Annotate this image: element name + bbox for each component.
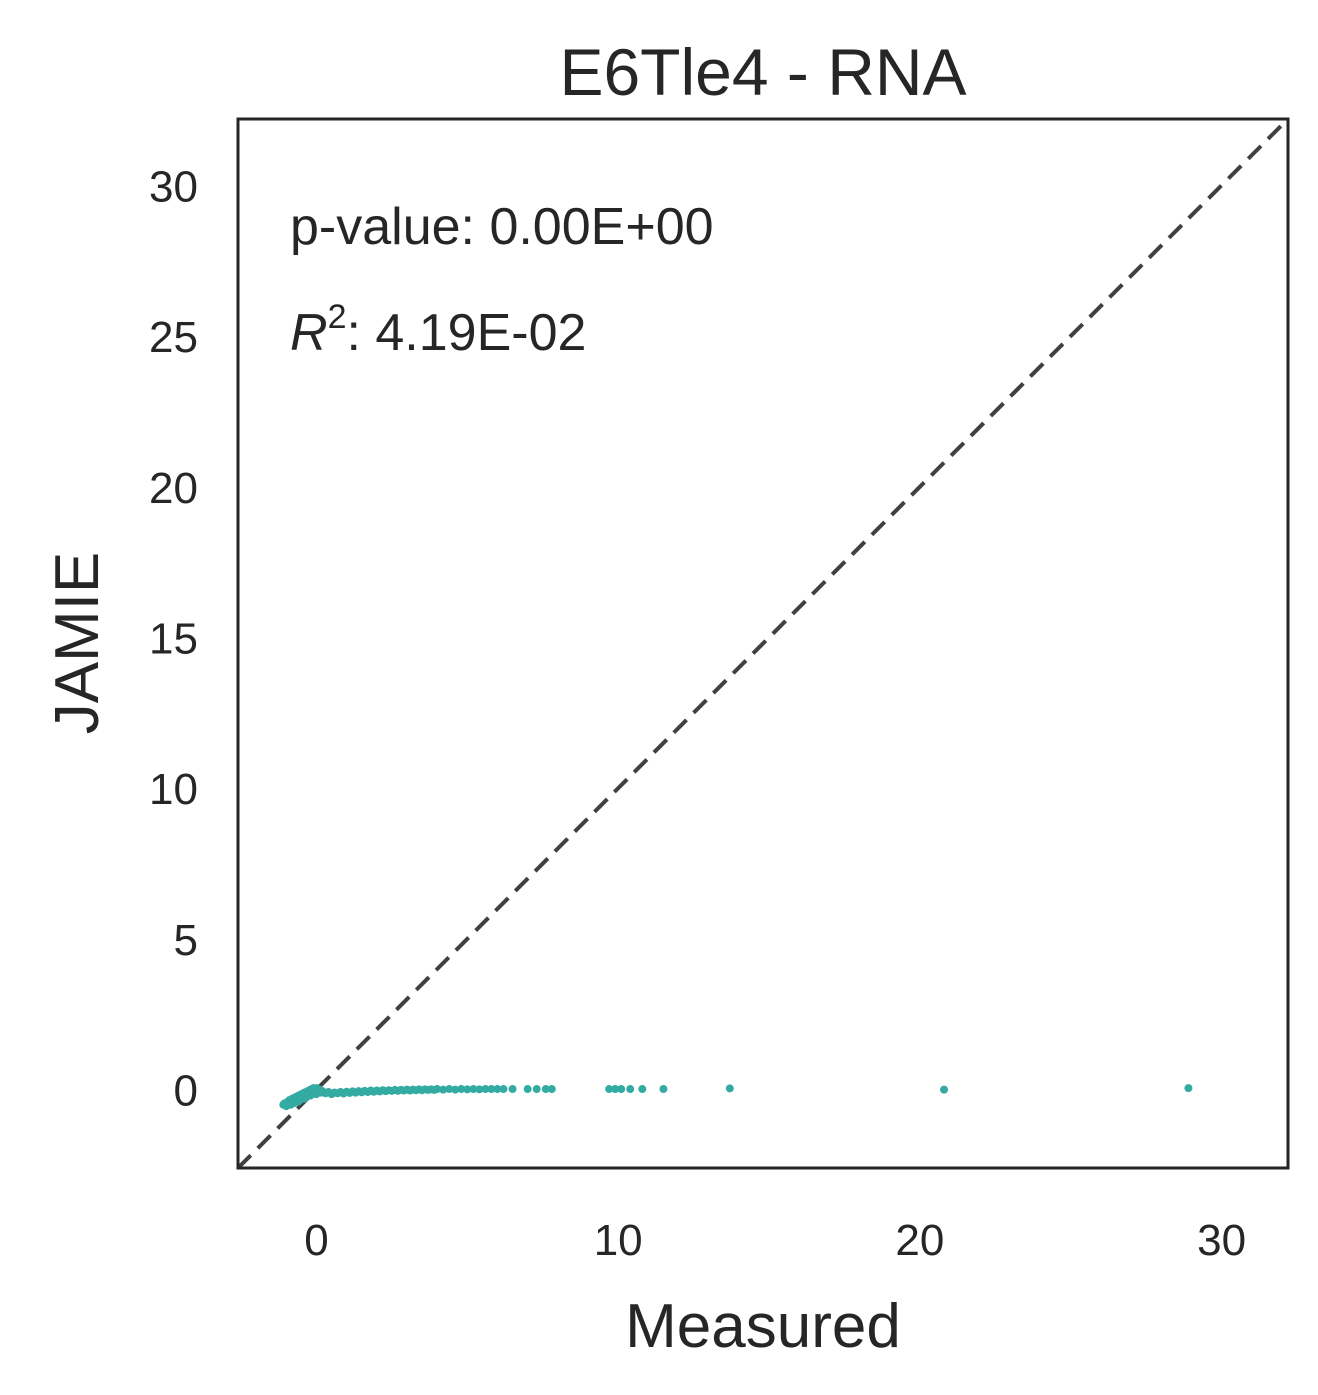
r-squared-symbol: R — [290, 304, 328, 362]
data-point-85 — [605, 1085, 614, 1094]
data-point-87 — [617, 1085, 626, 1094]
data-point-81 — [523, 1085, 532, 1094]
x-axis-ticks: 0 10 20 30 — [304, 1216, 1246, 1265]
data-point-93 — [1184, 1084, 1193, 1093]
data-point-70 — [445, 1085, 454, 1094]
identity-reference-line — [236, 117, 1290, 1170]
y-tick-label: 25 — [149, 313, 198, 362]
data-point-69 — [439, 1085, 448, 1094]
data-point-84 — [547, 1085, 556, 1094]
y-tick-label: 5 — [174, 916, 198, 965]
data-point-92 — [940, 1085, 949, 1094]
y-tick-label: 10 — [149, 765, 198, 814]
data-point-72 — [457, 1085, 466, 1094]
data-point-79 — [499, 1085, 508, 1094]
p-value-annotation: p-value: 0.00E+00 — [290, 198, 714, 256]
y-axis-ticks: 0 5 10 15 20 25 30 — [149, 162, 198, 1115]
r-squared-annotation: R2: 4.19E-02 — [290, 298, 586, 362]
data-point-77 — [487, 1085, 496, 1094]
data-point-91 — [725, 1084, 734, 1093]
r-squared-exponent: 2 — [328, 298, 347, 336]
data-point-75 — [475, 1085, 484, 1094]
data-point-26 — [294, 1097, 303, 1106]
data-point-28 — [306, 1091, 315, 1100]
data-point-76 — [481, 1085, 490, 1094]
x-tick-label: 10 — [594, 1216, 643, 1265]
data-point-83 — [541, 1085, 550, 1094]
data-point-82 — [532, 1085, 541, 1094]
y-tick-label: 15 — [149, 614, 198, 663]
y-tick-label: 0 — [174, 1067, 198, 1116]
chart-title: E6Tle4 - RNA — [559, 35, 966, 109]
data-point-68 — [433, 1085, 442, 1094]
scatter-points — [279, 1084, 1193, 1111]
y-tick-label: 20 — [149, 464, 198, 513]
plot-frame — [236, 117, 1290, 1170]
x-tick-label: 30 — [1197, 1216, 1246, 1265]
y-tick-label: 30 — [149, 162, 198, 211]
data-point-71 — [451, 1085, 460, 1094]
data-point-86 — [611, 1085, 620, 1094]
y-axis-label: JAMIE — [43, 552, 112, 735]
x-axis-label: Measured — [625, 1292, 901, 1361]
data-point-74 — [469, 1085, 478, 1094]
r-squared-value: : 4.19E-02 — [346, 304, 586, 362]
plot-area — [236, 117, 1290, 1170]
data-point-78 — [493, 1085, 502, 1094]
data-point-90 — [659, 1085, 668, 1094]
data-point-29 — [312, 1090, 321, 1099]
data-point-89 — [638, 1085, 647, 1094]
data-point-88 — [626, 1085, 635, 1094]
x-tick-label: 0 — [304, 1216, 328, 1265]
data-point-80 — [508, 1085, 517, 1094]
data-point-73 — [463, 1085, 472, 1094]
x-tick-label: 20 — [895, 1216, 944, 1265]
data-point-27 — [300, 1094, 309, 1103]
